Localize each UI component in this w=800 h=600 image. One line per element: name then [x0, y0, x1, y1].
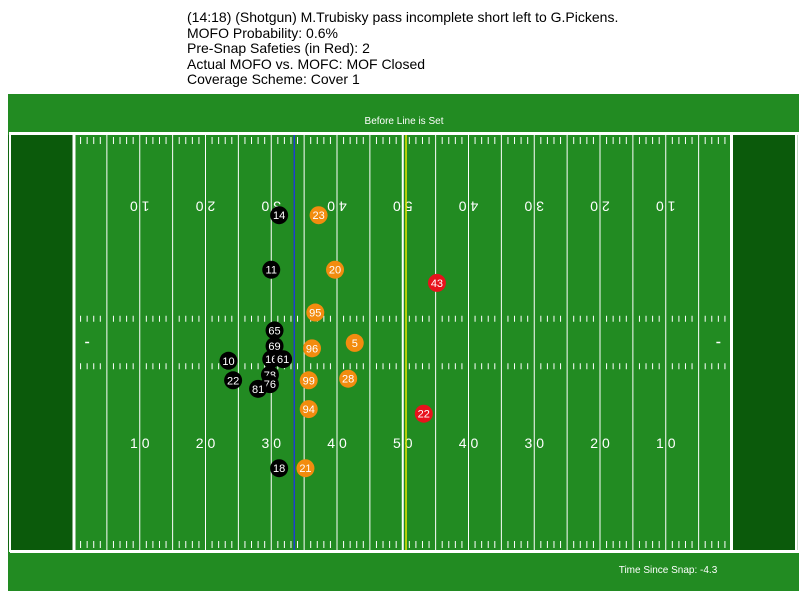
- defense-player-dot: [326, 260, 345, 279]
- top-yard-number: 5 0: [393, 198, 413, 214]
- player-jersey-number: 96: [306, 343, 318, 355]
- top-banner: Before Line is Set: [365, 116, 444, 127]
- offense-player-marker: 22: [224, 371, 243, 390]
- player-jersey-number: 61: [277, 354, 289, 366]
- player-jersey-number: 23: [312, 210, 324, 222]
- offense-player-dot: [274, 350, 293, 369]
- offense-player-marker: 14: [270, 206, 289, 225]
- offense-player-marker: 81: [249, 379, 268, 398]
- player-jersey-number: 94: [303, 404, 315, 416]
- bottom-yard-number: 1 0: [656, 435, 676, 451]
- player-jersey-number: 10: [222, 356, 234, 368]
- defense-player-dot: [296, 459, 315, 478]
- field-outer-bottom: [8, 553, 799, 591]
- field-boundary: [9, 132, 797, 552]
- play-description: (14:18) (Shotgun) M.Trubisky pass incomp…: [187, 9, 619, 25]
- offense-player-dot: [270, 459, 289, 478]
- endzone-left: [8, 135, 74, 550]
- top-yard-number: 3 0: [524, 198, 544, 214]
- defense-player-marker: 23: [309, 206, 328, 225]
- bottom-yard-number: 2 0: [196, 435, 216, 451]
- bottom-yard-number: 2 0: [590, 435, 610, 451]
- play-header: (14:18) (Shotgun) M.Trubisky pass incomp…: [187, 9, 787, 88]
- safety-player-marker: 43: [427, 273, 446, 292]
- defense-player-marker: 95: [306, 303, 325, 322]
- bottom-yard-number: 3 0: [262, 435, 282, 451]
- offense-player-dot: [265, 321, 284, 340]
- pre-snap-safeties: Pre-Snap Safeties (in Red): 2: [187, 40, 370, 56]
- top-yard-number: 1 0: [130, 198, 150, 214]
- top-yard-number: 2 0: [196, 198, 216, 214]
- offense-player-marker: 65: [265, 321, 284, 340]
- defense-player-dot: [345, 333, 364, 352]
- top-yard-number: 1 0: [656, 198, 676, 214]
- defense-player-dot: [309, 206, 328, 225]
- safety-player-marker: 22: [414, 404, 433, 423]
- offense-player-dot: [262, 260, 281, 279]
- field-markers: [293, 135, 407, 550]
- top-yard-number: 2 0: [590, 198, 610, 214]
- offense-player-marker: 10: [219, 351, 238, 370]
- player-jersey-number: 22: [227, 375, 239, 387]
- player-jersey-number: 21: [299, 463, 311, 475]
- defense-player-marker: 5: [345, 333, 364, 352]
- defense-player-marker: 20: [326, 260, 345, 279]
- endzone-right: [731, 135, 798, 550]
- field-outer-top: [8, 94, 799, 132]
- bottom-yard-number: 3 0: [525, 435, 545, 451]
- bottom-banner: Time Since Snap: -4.3: [619, 565, 718, 576]
- bottom-yard-number: 5 0: [393, 435, 413, 451]
- defense-player-dot: [306, 303, 325, 322]
- defense-player-dot: [303, 339, 322, 358]
- player-jersey-number: 11: [266, 265, 277, 277]
- bottom-yard-number: 4 0: [459, 435, 479, 451]
- bottom-yard-number: 1 0: [130, 435, 150, 451]
- player-jersey-number: 99: [303, 375, 315, 387]
- player-jersey-number: 22: [418, 409, 430, 421]
- mofo-probability: MOFO Probability: 0.6%: [187, 24, 338, 41]
- offense-player-marker: 18: [270, 459, 289, 478]
- safety-player-dot: [414, 404, 433, 423]
- defense-player-marker: 96: [303, 339, 322, 358]
- player-jersey-number: 14: [273, 210, 285, 222]
- yard-lines: [72, 135, 733, 550]
- safety-player-dot: [427, 273, 446, 292]
- defense-player-marker: 94: [299, 400, 318, 419]
- offense-player-marker: 61: [274, 350, 293, 369]
- player-jersey-number: 95: [309, 308, 321, 320]
- player-jersey-number: 5: [352, 338, 358, 350]
- offense-player-dot: [249, 379, 268, 398]
- player-jersey-number: 81: [252, 384, 264, 396]
- defense-player-marker: 99: [299, 371, 318, 390]
- player-jersey-number: 65: [268, 325, 280, 337]
- coverage-scheme: Coverage Scheme: Cover 1: [187, 71, 360, 87]
- top-yard-number: 4 0: [327, 198, 347, 214]
- player-jersey-number: 18: [273, 463, 285, 475]
- offense-player-marker: 11: [262, 260, 281, 279]
- player-jersey-number: 43: [431, 278, 443, 290]
- player-jersey-number: 20: [329, 265, 341, 277]
- actual-mofo: Actual MOFO vs. MOFC: MOF Closed: [187, 55, 426, 72]
- player-jersey-number: 28: [342, 374, 354, 386]
- defense-player-marker: 21: [296, 459, 315, 478]
- bottom-yard-number: 4 0: [327, 435, 347, 451]
- defense-player-dot: [299, 400, 318, 419]
- offense-player-dot: [224, 371, 243, 390]
- defense-player-marker: 28: [339, 369, 358, 388]
- players: 1411656916611078227681182320955962899942…: [219, 206, 446, 478]
- defense-player-dot: [339, 369, 358, 388]
- offense-player-dot: [219, 351, 238, 370]
- offense-player-dot: [270, 206, 289, 225]
- player-jersey-number: 69: [268, 341, 280, 353]
- defense-player-dot: [299, 371, 318, 390]
- top-yard-number: 4 0: [459, 198, 479, 214]
